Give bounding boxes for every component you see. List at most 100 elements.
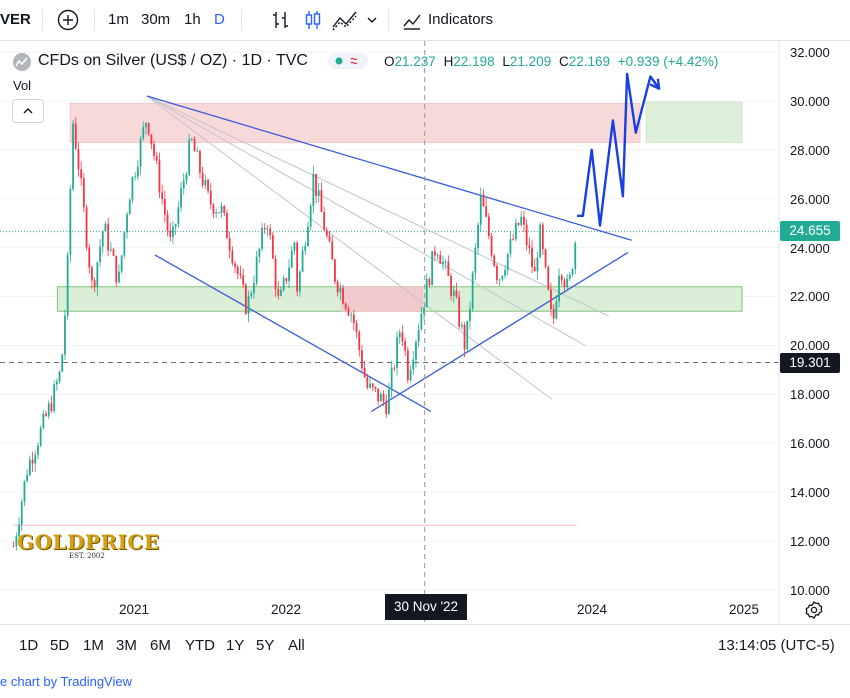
candle-up — [293, 242, 296, 251]
candle-up — [304, 246, 307, 251]
candle-up — [42, 413, 45, 428]
volume-label[interactable]: Vol — [13, 78, 32, 93]
last-price-label: 24.655 — [780, 221, 840, 241]
add-symbol-icon[interactable] — [57, 9, 79, 36]
candle-down — [496, 266, 498, 281]
price-tick: 24.000 — [790, 241, 830, 256]
candle-up — [180, 188, 182, 208]
range-1y-button[interactable]: 1Y — [226, 637, 245, 654]
candle-down — [366, 377, 369, 388]
range-5d-button[interactable]: 5D — [50, 637, 70, 654]
toolbar-divider — [388, 9, 389, 31]
candle-down — [323, 212, 326, 231]
candle-down — [533, 266, 536, 272]
projection-arrowhead — [649, 78, 661, 90]
candle-up — [34, 454, 37, 464]
interval-1m-button[interactable]: 1m — [108, 11, 129, 28]
symbol-name[interactable]: VER — [0, 11, 31, 28]
candle-down — [169, 230, 172, 237]
candle-up — [118, 271, 120, 283]
candle-up — [18, 524, 20, 537]
candle-up — [220, 206, 223, 213]
candle-up — [126, 214, 128, 233]
tradingview-credit-link[interactable]: e chart by TradingView — [0, 674, 132, 689]
range-6m-button[interactable]: 6M — [150, 637, 171, 654]
candle-down — [207, 179, 209, 191]
candle-down — [226, 212, 228, 239]
candle-up — [26, 474, 29, 482]
interval-30m-button[interactable]: 30m — [141, 11, 171, 28]
candle-down — [31, 459, 34, 464]
candle-down — [85, 207, 88, 248]
area-chart-type-icon[interactable] — [332, 9, 358, 36]
interval-d-button[interactable]: D — [214, 11, 225, 28]
candle-up — [188, 139, 191, 175]
range-ytd-button[interactable]: YTD — [185, 637, 215, 654]
crosshair-price-label: 19.301 — [780, 353, 840, 373]
candle-up — [55, 381, 58, 385]
crosshair-date-label: 30 Nov '22 — [385, 594, 467, 620]
candle-up — [309, 205, 312, 227]
candle-up — [568, 274, 571, 279]
candle-down — [404, 341, 407, 351]
bottom-divider — [0, 624, 850, 625]
price-tick: 10.000 — [790, 583, 830, 598]
candles — [12, 117, 577, 551]
range-all-button[interactable]: All — [288, 637, 305, 654]
range-1m-button[interactable]: 1M — [83, 637, 104, 654]
candle-down — [217, 212, 220, 214]
candle-down — [406, 350, 409, 381]
candle-down — [77, 149, 80, 170]
candle-down — [342, 287, 344, 304]
interval-1h-button[interactable]: 1h — [184, 11, 201, 28]
candle-up — [136, 166, 139, 177]
candle-up — [436, 254, 439, 256]
timezone-clock[interactable]: 13:14:05 (UTC-5) — [718, 637, 835, 654]
candle-down — [82, 178, 85, 208]
legend-title[interactable]: CFDs on Silver (US$ / OZ) · 1D · TVC — [38, 52, 308, 69]
price-tick: 14.000 — [790, 485, 830, 500]
candle-up — [196, 151, 199, 152]
candle-down — [512, 239, 515, 240]
toolbar-border — [0, 40, 850, 41]
price-tick: 32.000 — [790, 45, 830, 60]
candle-down — [334, 259, 336, 282]
candle-up — [123, 232, 126, 256]
candle-down — [45, 413, 47, 416]
candle-up — [53, 384, 56, 411]
candle-down — [263, 227, 266, 230]
candle-down — [447, 261, 450, 276]
candle-up — [23, 481, 26, 502]
candle-up — [261, 227, 263, 249]
chevron-down-icon[interactable] — [366, 13, 378, 31]
candle-up — [409, 369, 412, 381]
candle-up — [514, 222, 517, 240]
indicators-icon[interactable] — [402, 10, 422, 35]
chart-settings-gear-icon[interactable] — [804, 600, 824, 625]
candle-down — [347, 308, 350, 316]
candle-up — [477, 224, 479, 248]
resistance-overlay-zone — [341, 286, 424, 312]
indicators-button[interactable]: Indicators — [428, 11, 494, 28]
candle-down — [371, 383, 374, 388]
candle-down — [374, 387, 377, 389]
price-chart[interactable] — [0, 41, 850, 624]
candle-down — [377, 388, 380, 402]
collapse-legend-button[interactable] — [12, 99, 44, 123]
candle-down — [155, 155, 158, 161]
range-5y-button[interactable]: 5Y — [256, 637, 275, 654]
high-key: H — [443, 54, 454, 69]
candle-down — [296, 242, 299, 292]
toolbar-divider — [241, 9, 242, 31]
trendline — [371, 251, 629, 413]
range-1d-button[interactable]: 1D — [19, 637, 39, 654]
candle-up — [423, 307, 425, 314]
range-3m-button[interactable]: 3M — [116, 637, 137, 654]
time-tick: 2024 — [577, 602, 608, 617]
candles-chart-type-icon[interactable] — [302, 9, 324, 36]
candle-down — [236, 266, 239, 274]
bar-chart-type-icon[interactable] — [270, 9, 292, 36]
candle-down — [242, 275, 245, 285]
candle-up — [471, 272, 474, 309]
market-status-badge[interactable] — [328, 53, 368, 74]
